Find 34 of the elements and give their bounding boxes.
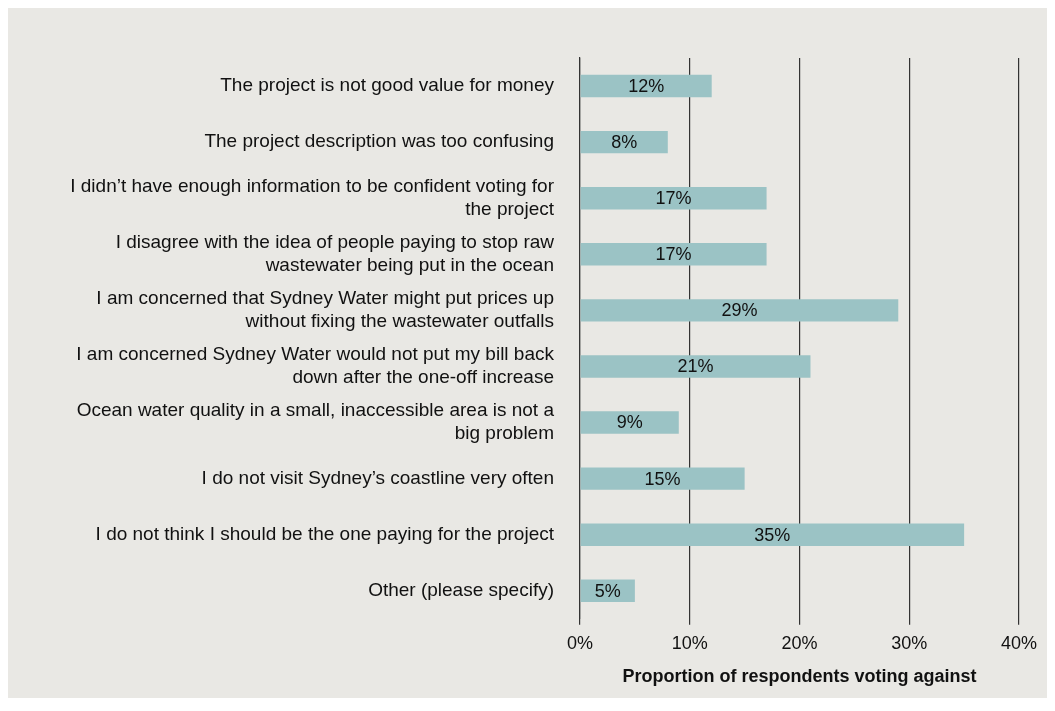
y-tick-label: Ocean water quality in a small, inaccessible area is not a big problem <box>76 399 555 444</box>
data-label: 29% <box>721 300 758 321</box>
data-label: 35% <box>754 524 791 545</box>
x-tick-label: 40% <box>1000 632 1038 653</box>
y-tick-label: The project is not good value for money <box>220 74 555 96</box>
y-tick-label: I didn’t have enough information to be confident voting for the project <box>70 175 555 219</box>
data-label: 21% <box>677 356 714 377</box>
x-tick-label: 20% <box>781 632 818 653</box>
bar <box>580 74 712 98</box>
x-axis-title: Proportion of respondents voting against <box>622 666 977 687</box>
data-label: 15% <box>644 468 681 489</box>
x-tick-label: 0% <box>566 632 594 653</box>
data-label: 8% <box>611 132 638 153</box>
bar <box>580 186 767 210</box>
y-tick-label: I am concerned that Sydney Water might put prices up without fixing the wastewater outfalls <box>96 287 554 331</box>
y-tick-label: Other (please specify) <box>368 578 554 600</box>
bar <box>580 467 745 490</box>
y-tick-label: The project description was too confusing <box>204 130 554 152</box>
y-tick-label: I disagree with the idea of people paying to stop raw wastewater being put in the ocean <box>115 231 555 275</box>
y-tick-label: I do not think I should be the one paying for the project <box>95 522 555 544</box>
y-tick-label: I do not visit Sydney’s coastline very often <box>201 466 554 488</box>
data-label: 17% <box>655 188 692 209</box>
data-label: 12% <box>628 76 665 97</box>
x-tick-label: 30% <box>891 632 928 653</box>
data-label: 17% <box>655 244 692 265</box>
bar <box>580 411 679 434</box>
data-label: 9% <box>616 412 643 433</box>
bar <box>580 243 767 266</box>
data-label: 5% <box>594 580 621 601</box>
bar <box>580 523 965 546</box>
x-tick-label: 10% <box>671 632 708 653</box>
bar <box>580 355 811 378</box>
y-tick-label: I am concerned Sydney Water would not put my bill back down after the one-off increase <box>76 343 555 388</box>
bar <box>580 299 899 322</box>
